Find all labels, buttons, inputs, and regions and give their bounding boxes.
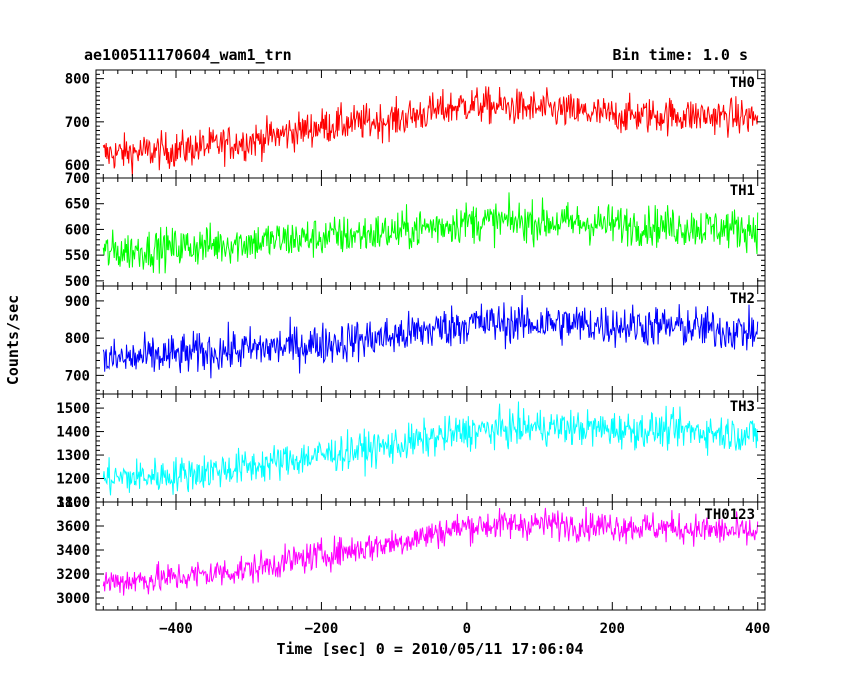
legend-label: TH2	[730, 291, 755, 307]
legend-label: TH3	[730, 399, 755, 415]
panel-th2: 700 800 900 TH2	[65, 285, 766, 395]
x-tick-label: 400	[745, 621, 770, 637]
panel-th1: 500 550 600 650 700 TH1	[65, 171, 766, 290]
panel-th0: 600 700 800 TH0	[65, 69, 766, 179]
y-tick-label: 1500	[56, 401, 90, 417]
x-tick-label: 0	[463, 621, 471, 637]
legend-label: TH0	[730, 75, 755, 91]
panel-th0123: 3000 3200 3400 3600 3800 TH0123	[56, 495, 766, 611]
series-line-th2	[102, 294, 759, 379]
legend-label: TH1	[730, 183, 755, 199]
panel-frame	[95, 393, 766, 503]
y-tick-label: 800	[65, 72, 90, 88]
x-axis-label: Time [sec] 0 = 2010/05/11 17:06:04	[276, 640, 583, 658]
series-line-th0	[102, 86, 759, 177]
series-line-th1	[102, 192, 759, 274]
y-tick-label: 1200	[56, 472, 90, 488]
x-tick-label: 200	[600, 621, 625, 637]
y-tick-label: 700	[65, 115, 90, 131]
y-tick-label: 3400	[56, 543, 90, 559]
legend-label: TH0123	[704, 507, 755, 523]
panel-frame	[95, 501, 766, 611]
y-tick-label: 550	[65, 248, 90, 264]
bin-time-label: Bin time: 1.0 s	[613, 46, 748, 64]
y-tick-label: 3200	[56, 567, 90, 583]
panel-frame	[95, 69, 766, 179]
y-tick-label: 600	[65, 158, 90, 174]
series-line-th0123	[102, 506, 759, 596]
y-tick-label: 3800	[56, 495, 90, 511]
y-tick-label: 650	[65, 197, 90, 213]
y-tick-label: 800	[65, 331, 90, 347]
y-tick-label: 700	[65, 368, 90, 384]
x-tick-label: −400	[159, 621, 193, 637]
y-tick-label: 500	[65, 274, 90, 290]
y-tick-label: 3000	[56, 591, 90, 607]
series-line-th3	[102, 401, 759, 496]
panel-th3: 1100 1200 1300 1400 1500 TH3	[56, 393, 766, 511]
y-tick-label: 700	[65, 171, 90, 187]
y-tick-label: 900	[65, 294, 90, 310]
y-tick-label: 3600	[56, 519, 90, 535]
x-tick-label: −200	[305, 621, 339, 637]
y-tick-label: 1300	[56, 448, 90, 464]
y-tick-label: 1400	[56, 425, 90, 441]
y-tick-label: 1100	[56, 495, 90, 511]
y-axis-label: Counts/sec	[4, 295, 22, 385]
y-tick-label: 600	[65, 222, 90, 238]
chart-title: ae100511170604_wam1_trn	[84, 46, 292, 64]
